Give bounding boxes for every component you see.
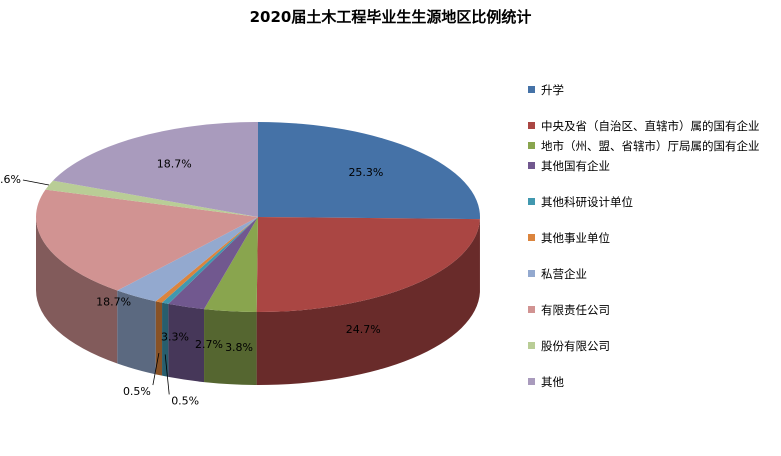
legend-item-2: 地市（州、盟、省辖市）厅局属的国有企业 bbox=[528, 138, 778, 154]
legend-swatch-4 bbox=[528, 198, 535, 205]
legend-item-6: 私营企业 bbox=[528, 266, 778, 282]
leader-line-5 bbox=[152, 353, 160, 386]
data-label-7: 18.7% bbox=[96, 296, 131, 309]
legend-swatch-2 bbox=[528, 142, 535, 149]
pie-slice-5 bbox=[155, 217, 258, 303]
legend-item-5: 其他事业单位 bbox=[528, 230, 778, 246]
legend: 升学中央及省（自治区、直辖市）属的国有企业 地市（州、盟、省辖市）厅局属的国有企业… bbox=[528, 82, 778, 410]
pie-slice-3 bbox=[168, 217, 258, 310]
legend-label-1: 中央及省（自治区、直辖市）属的国有企业 bbox=[541, 119, 760, 133]
data-label-2: 3.8% bbox=[225, 341, 253, 354]
pie-slice-side-7 bbox=[36, 217, 118, 364]
legend-item-1: 中央及省（自治区、直辖市）属的国有企业 bbox=[528, 118, 778, 134]
data-label-0: 25.3% bbox=[348, 166, 383, 179]
pie-slice-1 bbox=[256, 217, 480, 312]
legend-item-4: 其他科研设计单位 bbox=[528, 194, 778, 210]
legend-swatch-3 bbox=[528, 162, 535, 169]
data-label-3: 2.7% bbox=[195, 338, 223, 351]
pie-slice-2 bbox=[204, 217, 258, 312]
legend-label-8: 股份有限公司 bbox=[541, 339, 610, 353]
legend-label-7: 有限责任公司 bbox=[541, 303, 610, 317]
data-label-8: 1.6% bbox=[0, 173, 21, 186]
data-label-9: 18.7% bbox=[157, 157, 192, 170]
pie-slice-8 bbox=[45, 180, 259, 217]
legend-item-3: 其他国有企业 bbox=[528, 158, 778, 174]
pie-slice-side-6 bbox=[117, 290, 156, 375]
legend-swatch-9 bbox=[528, 378, 535, 385]
leader-line-4 bbox=[164, 354, 170, 395]
pie-slice-0 bbox=[258, 122, 481, 220]
legend-label-6: 私营企业 bbox=[541, 267, 587, 281]
pie-slice-6 bbox=[117, 217, 258, 302]
legend-item-0: 升学 bbox=[528, 82, 778, 98]
pie-slice-4 bbox=[162, 217, 258, 304]
legend-swatch-8 bbox=[528, 342, 535, 349]
legend-swatch-0 bbox=[528, 86, 535, 93]
pie-slice-side-2 bbox=[204, 309, 257, 385]
pie-slice-7 bbox=[35, 189, 258, 291]
chart-title: 2020届土木工程毕业生生源地区比例统计 bbox=[249, 8, 532, 26]
data-label-1: 24.7% bbox=[346, 323, 381, 336]
data-label-5: 0.5% bbox=[123, 385, 151, 398]
pie-slice-side-4 bbox=[162, 302, 169, 377]
legend-label-3: 其他国有企业 bbox=[541, 159, 610, 173]
legend-label-0: 升学 bbox=[541, 83, 564, 97]
legend-label-2: 地市（州、盟、省辖市）厅局属的国有企业 bbox=[541, 139, 760, 153]
pie-slice-side-3 bbox=[168, 303, 205, 383]
pie-slice-9 bbox=[52, 122, 258, 217]
legend-swatch-6 bbox=[528, 270, 535, 277]
data-label-4: 0.5% bbox=[171, 394, 199, 407]
legend-swatch-5 bbox=[528, 234, 535, 241]
legend-label-9: 其他 bbox=[541, 375, 564, 389]
data-label-6: 3.3% bbox=[161, 331, 189, 344]
legend-item-9: 其他 bbox=[528, 374, 778, 390]
legend-label-4: 其他科研设计单位 bbox=[541, 195, 633, 209]
legend-swatch-1 bbox=[528, 122, 535, 129]
legend-label-5: 其他事业单位 bbox=[541, 231, 610, 245]
leader-line-8 bbox=[22, 179, 50, 186]
legend-item-8: 股份有限公司 bbox=[528, 338, 778, 354]
pie-slice-side-5 bbox=[155, 301, 163, 376]
legend-swatch-7 bbox=[528, 306, 535, 313]
pie-slice-side-1 bbox=[256, 219, 480, 385]
legend-item-7: 有限责任公司 bbox=[528, 302, 778, 318]
